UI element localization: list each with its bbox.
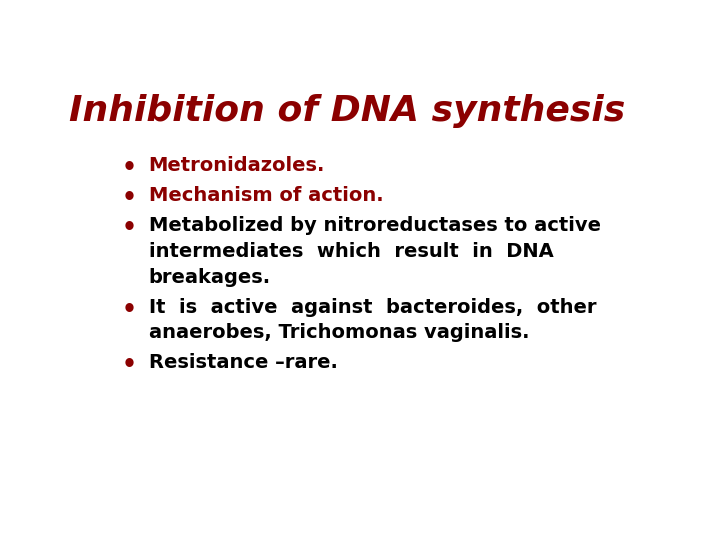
Text: Mechanism of action.: Mechanism of action. [148, 186, 383, 205]
Text: It  is  active  against  bacteroides,  other: It is active against bacteroides, other [148, 298, 596, 316]
Text: •: • [122, 156, 137, 180]
Text: •: • [122, 298, 137, 322]
Text: •: • [122, 216, 137, 240]
Text: •: • [122, 353, 137, 377]
Text: Inhibition of DNA synthesis: Inhibition of DNA synthesis [68, 94, 625, 128]
Text: Resistance –rare.: Resistance –rare. [148, 353, 338, 373]
Text: anaerobes, Trichomonas vaginalis.: anaerobes, Trichomonas vaginalis. [148, 323, 529, 342]
Text: breakages.: breakages. [148, 268, 271, 287]
Text: •: • [122, 186, 137, 210]
Text: Metronidazoles.: Metronidazoles. [148, 156, 325, 176]
Text: Metabolized by nitroreductases to active: Metabolized by nitroreductases to active [148, 216, 600, 235]
Text: intermediates  which  result  in  DNA: intermediates which result in DNA [148, 242, 554, 261]
